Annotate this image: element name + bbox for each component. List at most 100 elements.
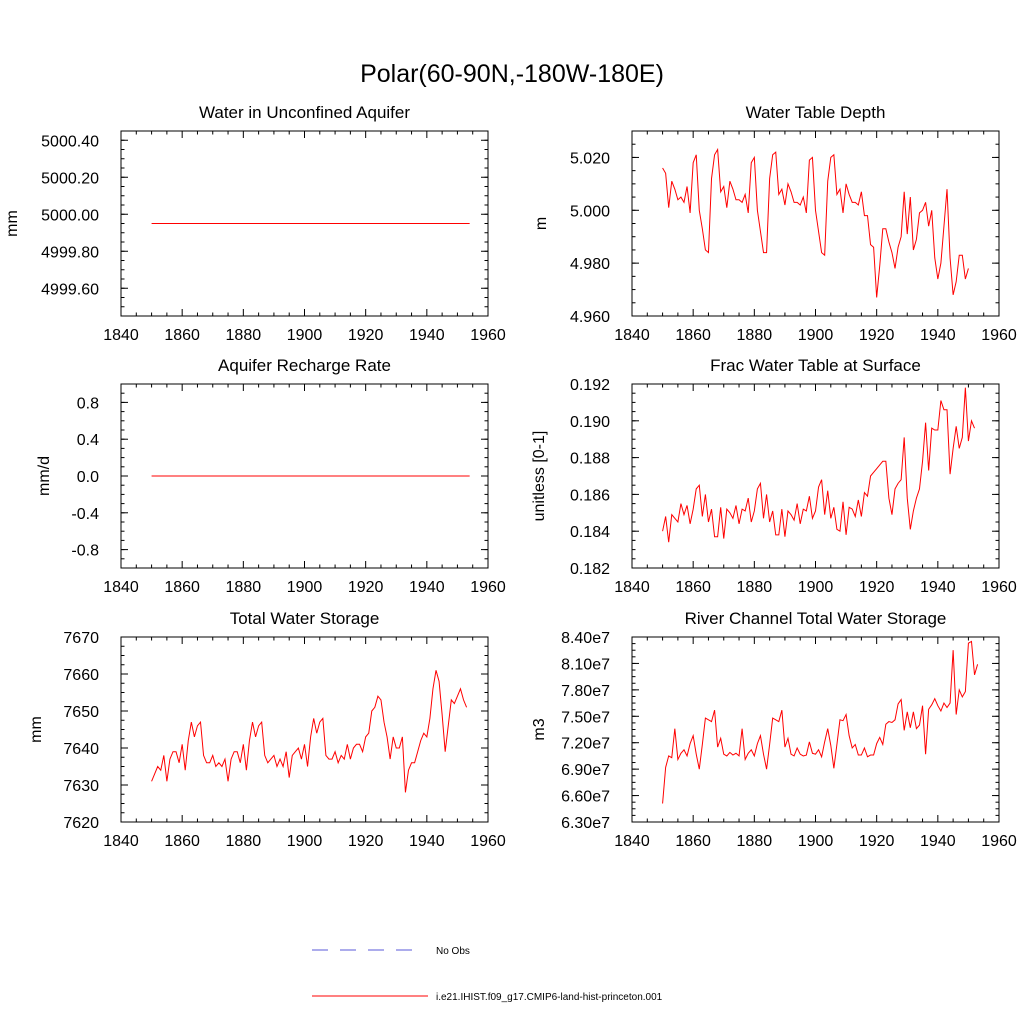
y-tick-label: 6.30e7 — [561, 815, 610, 832]
y-tick-label: 8.10e7 — [561, 656, 610, 673]
x-tick-label: 1920 — [859, 327, 895, 344]
x-tick-label: 1940 — [920, 833, 956, 850]
y-tick-label: 8.40e7 — [561, 630, 610, 647]
y-tick-label: 0.8 — [77, 395, 99, 412]
y-tick-label: 0.188 — [570, 451, 610, 468]
y-tick-label: 5.020 — [570, 150, 610, 167]
y-tick-label: 5000.40 — [41, 133, 99, 150]
x-tick-label: 1920 — [348, 579, 384, 596]
x-tick-label: 1840 — [614, 833, 650, 850]
plot-frame — [631, 636, 1000, 823]
x-tick-label: 1900 — [798, 579, 834, 596]
y-axis-label: unitless [0-1] — [531, 431, 548, 522]
x-tick-label: 1900 — [798, 833, 834, 850]
data-series-line — [662, 640, 979, 804]
y-axis-label: mm — [4, 210, 21, 237]
data-series-line — [662, 387, 975, 543]
y-tick-label: 4.980 — [570, 256, 610, 273]
chart-panel: Total Water Storage 1840 1860 1880 1900 1920 1… — [28, 609, 506, 850]
x-tick-label: 1840 — [614, 579, 650, 596]
x-tick-label: 1960 — [981, 579, 1017, 596]
x-tick-label: 1960 — [470, 579, 506, 596]
x-tick-label: 1920 — [859, 833, 895, 850]
panel-title: Aquifer Recharge Rate — [218, 356, 391, 375]
y-tick-label: 7.20e7 — [561, 736, 610, 753]
legend-label-model-run: i.e21.IHIST.f09_g17.CMIP6-land-hist-prin… — [436, 992, 663, 1003]
x-tick-label: 1900 — [287, 579, 323, 596]
chart-panels: Water in Unconfined Aquifer 1840 1860 1880 1… — [4, 103, 1017, 850]
chart-panel: Aquifer Recharge Rate 1840 1860 1880 1900 192… — [36, 356, 506, 596]
x-tick-label: 1880 — [737, 327, 773, 344]
x-tick-label: 1860 — [675, 833, 711, 850]
chart-panel: Water Table Depth 1840 1860 1880 1900 1920 194… — [533, 103, 1017, 344]
x-tick-label: 1900 — [287, 327, 323, 344]
data-series-line — [662, 147, 969, 298]
y-tick-label: 4999.60 — [41, 281, 99, 298]
x-tick-label: 1920 — [859, 579, 895, 596]
x-tick-label: 1840 — [103, 579, 139, 596]
y-tick-label: 0.186 — [570, 487, 610, 504]
x-tick-label: 1860 — [164, 833, 200, 850]
x-tick-label: 1880 — [737, 833, 773, 850]
x-tick-label: 1860 — [164, 579, 200, 596]
y-tick-label: 0.184 — [570, 524, 610, 541]
y-tick-label: 6.60e7 — [561, 789, 610, 806]
y-tick-label: 7650 — [63, 704, 99, 721]
legend: No Obs i.e21.IHIST.f09_g17.CMIP6-land-hi… — [312, 946, 663, 1003]
y-tick-label: 7640 — [63, 741, 99, 758]
x-tick-label: 1960 — [981, 327, 1017, 344]
y-tick-label: 0.4 — [77, 432, 99, 449]
y-tick-label: 7620 — [63, 815, 99, 832]
y-tick-label: -0.8 — [71, 543, 99, 560]
x-tick-label: 1840 — [614, 327, 650, 344]
plot-frame — [631, 383, 1000, 569]
y-tick-label: 0.182 — [570, 561, 610, 578]
y-tick-label: 7630 — [63, 778, 99, 795]
x-tick-label: 1960 — [470, 833, 506, 850]
x-tick-label: 1920 — [348, 327, 384, 344]
y-tick-label: -0.4 — [71, 506, 99, 523]
x-tick-label: 1840 — [103, 833, 139, 850]
y-tick-label: 0.190 — [570, 414, 610, 431]
panel-title: Water Table Depth — [746, 103, 886, 122]
x-tick-label: 1940 — [920, 579, 956, 596]
y-tick-label: 7.50e7 — [561, 709, 610, 726]
y-axis-label: m3 — [531, 718, 548, 740]
x-tick-label: 1960 — [981, 833, 1017, 850]
x-tick-label: 1860 — [675, 327, 711, 344]
x-tick-label: 1880 — [226, 579, 262, 596]
y-tick-label: 4.960 — [570, 309, 610, 326]
panel-title: Frac Water Table at Surface — [710, 356, 921, 375]
y-tick-label: 7.80e7 — [561, 683, 610, 700]
panel-title: Water in Unconfined Aquifer — [199, 103, 410, 122]
x-tick-label: 1920 — [348, 833, 384, 850]
y-tick-label: 7660 — [63, 667, 99, 684]
x-tick-label: 1840 — [103, 327, 139, 344]
y-axis-label: mm — [28, 716, 45, 743]
x-tick-label: 1880 — [737, 579, 773, 596]
data-series-line — [151, 670, 468, 793]
chart-panel: Frac Water Table at Surface 1840 1860 1880 1… — [531, 356, 1017, 596]
x-tick-label: 1940 — [409, 833, 445, 850]
panel-title: Total Water Storage — [230, 609, 380, 628]
x-tick-label: 1880 — [226, 327, 262, 344]
chart-panel: Water in Unconfined Aquifer 1840 1860 1880 1… — [4, 103, 506, 344]
chart-panel: River Channel Total Water Storage 1840 186… — [531, 609, 1017, 850]
y-tick-label: 7670 — [63, 630, 99, 647]
y-tick-label: 5.000 — [570, 203, 610, 220]
panel-title: River Channel Total Water Storage — [685, 609, 947, 628]
y-axis-label: mm/d — [36, 456, 53, 496]
x-tick-label: 1860 — [675, 579, 711, 596]
legend-label-no-obs: No Obs — [436, 946, 470, 957]
plot-frame — [120, 636, 489, 823]
y-axis-label: m — [533, 217, 550, 230]
x-tick-label: 1940 — [409, 579, 445, 596]
x-tick-label: 1940 — [409, 327, 445, 344]
x-tick-label: 1900 — [287, 833, 323, 850]
x-tick-label: 1860 — [164, 327, 200, 344]
y-tick-label: 0.192 — [570, 377, 610, 394]
y-tick-label: 6.90e7 — [561, 762, 610, 779]
x-tick-label: 1880 — [226, 833, 262, 850]
y-tick-label: 4999.80 — [41, 244, 99, 261]
